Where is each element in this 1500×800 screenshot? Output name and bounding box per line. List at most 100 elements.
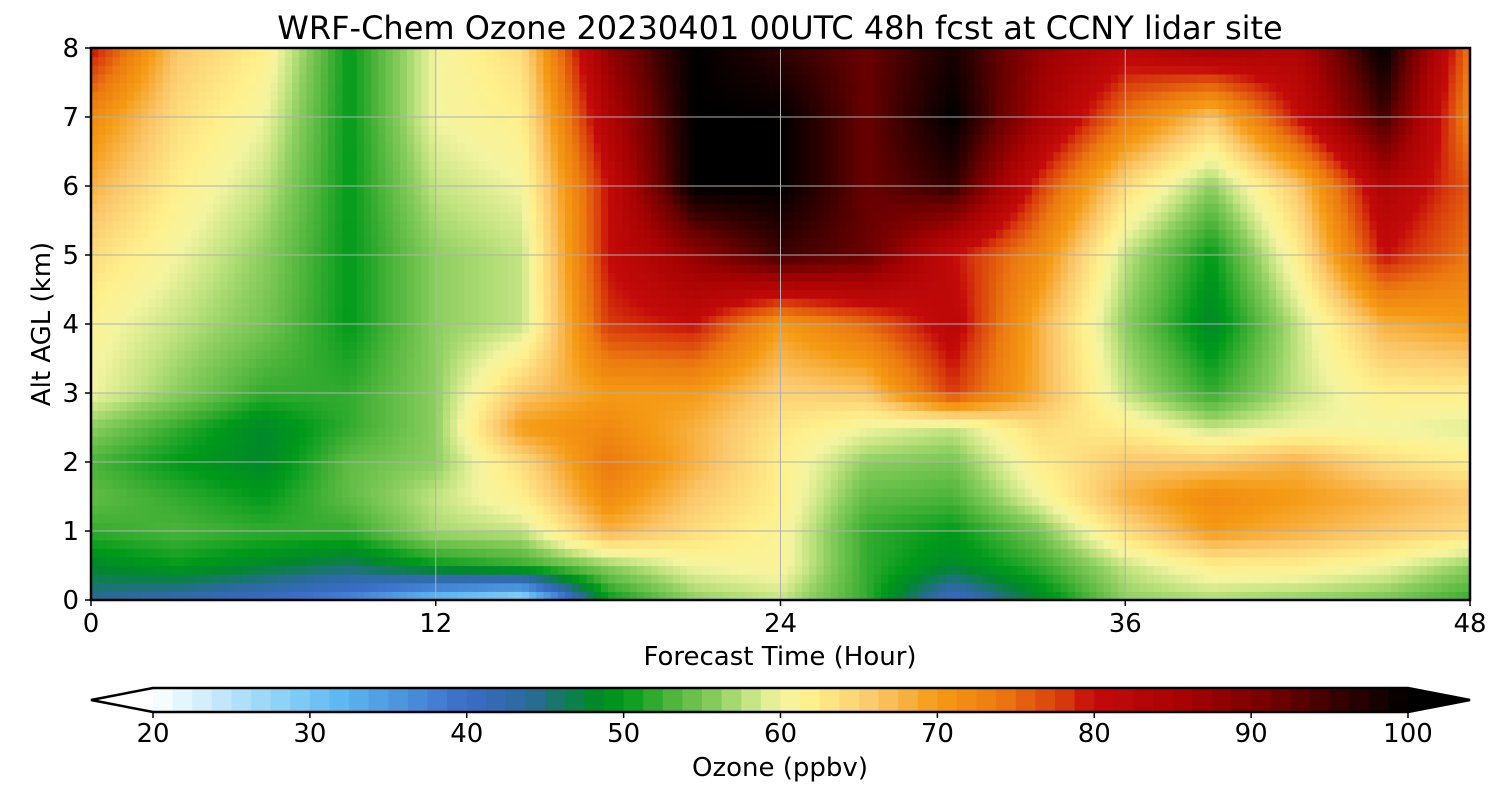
heatmap-cell <box>600 142 609 153</box>
heatmap-cell <box>464 556 473 567</box>
heatmap-cell <box>198 358 207 368</box>
heatmap-cell <box>205 82 214 92</box>
heatmap-cell <box>277 289 286 299</box>
heatmap-cell <box>155 298 164 308</box>
heatmap-cell <box>320 384 329 394</box>
heatmap-cell <box>521 263 530 273</box>
heatmap-cell <box>579 324 588 334</box>
heatmap-cell <box>162 134 171 144</box>
heatmap-cell <box>471 134 480 144</box>
heatmap-cell <box>241 134 250 144</box>
heatmap-cell <box>234 56 243 66</box>
heatmap-cell <box>543 574 552 584</box>
heatmap-cell <box>134 220 142 230</box>
heatmap-cell <box>256 513 264 523</box>
heatmap-cell <box>550 462 559 472</box>
heatmap-cell <box>299 367 308 377</box>
heatmap-cell <box>565 462 573 472</box>
heatmap-cell <box>342 211 351 222</box>
heatmap-cell <box>608 91 616 101</box>
heatmap-cell <box>98 203 106 213</box>
heatmap-cell <box>256 487 264 498</box>
heatmap-cell <box>177 479 185 489</box>
heatmap-cell <box>249 65 257 75</box>
heatmap-cell <box>392 151 401 161</box>
heatmap-cell <box>141 186 150 196</box>
heatmap-cell <box>205 556 214 567</box>
heatmap-cell <box>392 108 401 118</box>
heatmap-cell <box>213 591 221 600</box>
heatmap-cell <box>227 177 236 187</box>
heatmap-cell <box>407 229 415 239</box>
heatmap-cell <box>170 289 178 299</box>
heatmap-cell <box>392 56 401 66</box>
heatmap-cell <box>579 531 588 541</box>
heatmap-cell <box>435 177 444 187</box>
heatmap-cell <box>572 48 580 58</box>
heatmap-cell <box>270 151 279 161</box>
heatmap-cell <box>435 160 444 170</box>
heatmap-cell <box>543 48 552 58</box>
heatmap-cell <box>600 73 609 84</box>
heatmap-cell <box>435 168 444 178</box>
heatmap-cell <box>622 324 631 334</box>
heatmap-cell <box>378 56 387 66</box>
heatmap-cell <box>363 324 372 334</box>
heatmap-cell <box>486 556 494 567</box>
heatmap-cell <box>256 237 264 247</box>
heatmap-cell <box>162 556 171 567</box>
heatmap-cell <box>299 125 308 135</box>
heatmap-cell <box>234 142 243 153</box>
heatmap-cell <box>414 186 422 196</box>
heatmap-cell <box>579 556 588 567</box>
heatmap-cell <box>256 410 264 420</box>
heatmap-cell <box>500 280 509 291</box>
heatmap-cell <box>385 487 394 498</box>
heatmap-cell <box>428 237 437 247</box>
heatmap-cell <box>284 315 293 325</box>
heatmap-cell <box>371 263 379 273</box>
heatmap-cell <box>349 125 358 135</box>
heatmap-cell <box>313 73 322 84</box>
heatmap-cell <box>579 263 588 273</box>
heatmap-cell <box>141 220 150 230</box>
heatmap-cell <box>457 91 466 101</box>
heatmap-cell <box>141 505 150 515</box>
heatmap-cell <box>328 229 336 239</box>
heatmap-cell <box>213 522 221 532</box>
heatmap-cell <box>126 255 135 265</box>
heatmap-cell <box>435 194 444 204</box>
heatmap-cell <box>313 505 322 515</box>
heatmap-cell <box>608 496 616 506</box>
heatmap-cell <box>198 263 207 273</box>
heatmap-cell <box>385 418 394 429</box>
heatmap-cell <box>162 436 171 446</box>
heatmap-cell <box>198 272 207 282</box>
heatmap-cell <box>299 505 308 515</box>
heatmap-cell <box>550 591 559 600</box>
heatmap-cell <box>543 151 552 161</box>
heatmap-cell <box>284 142 293 153</box>
heatmap-cell <box>126 203 135 213</box>
heatmap-cell <box>407 48 415 58</box>
heatmap-cell <box>263 531 272 541</box>
heatmap-cell <box>500 306 509 316</box>
heatmap-cell <box>119 194 128 204</box>
heatmap-cell <box>421 548 430 558</box>
heatmap-cell <box>385 556 394 567</box>
heatmap-cell <box>543 306 552 316</box>
heatmap-cell <box>385 151 394 161</box>
heatmap-cell <box>536 565 545 575</box>
heatmap-cell <box>227 203 236 213</box>
heatmap-cell <box>234 444 243 454</box>
heatmap-cell <box>105 367 114 377</box>
heatmap-cell <box>565 453 573 463</box>
heatmap-cell <box>565 263 573 273</box>
heatmap-cell <box>191 539 200 549</box>
heatmap-cell <box>521 237 530 247</box>
heatmap-cell <box>363 582 372 592</box>
heatmap-cell <box>371 574 379 584</box>
heatmap-cell <box>241 436 250 446</box>
heatmap-cell <box>170 142 178 153</box>
heatmap-cell <box>256 367 264 377</box>
